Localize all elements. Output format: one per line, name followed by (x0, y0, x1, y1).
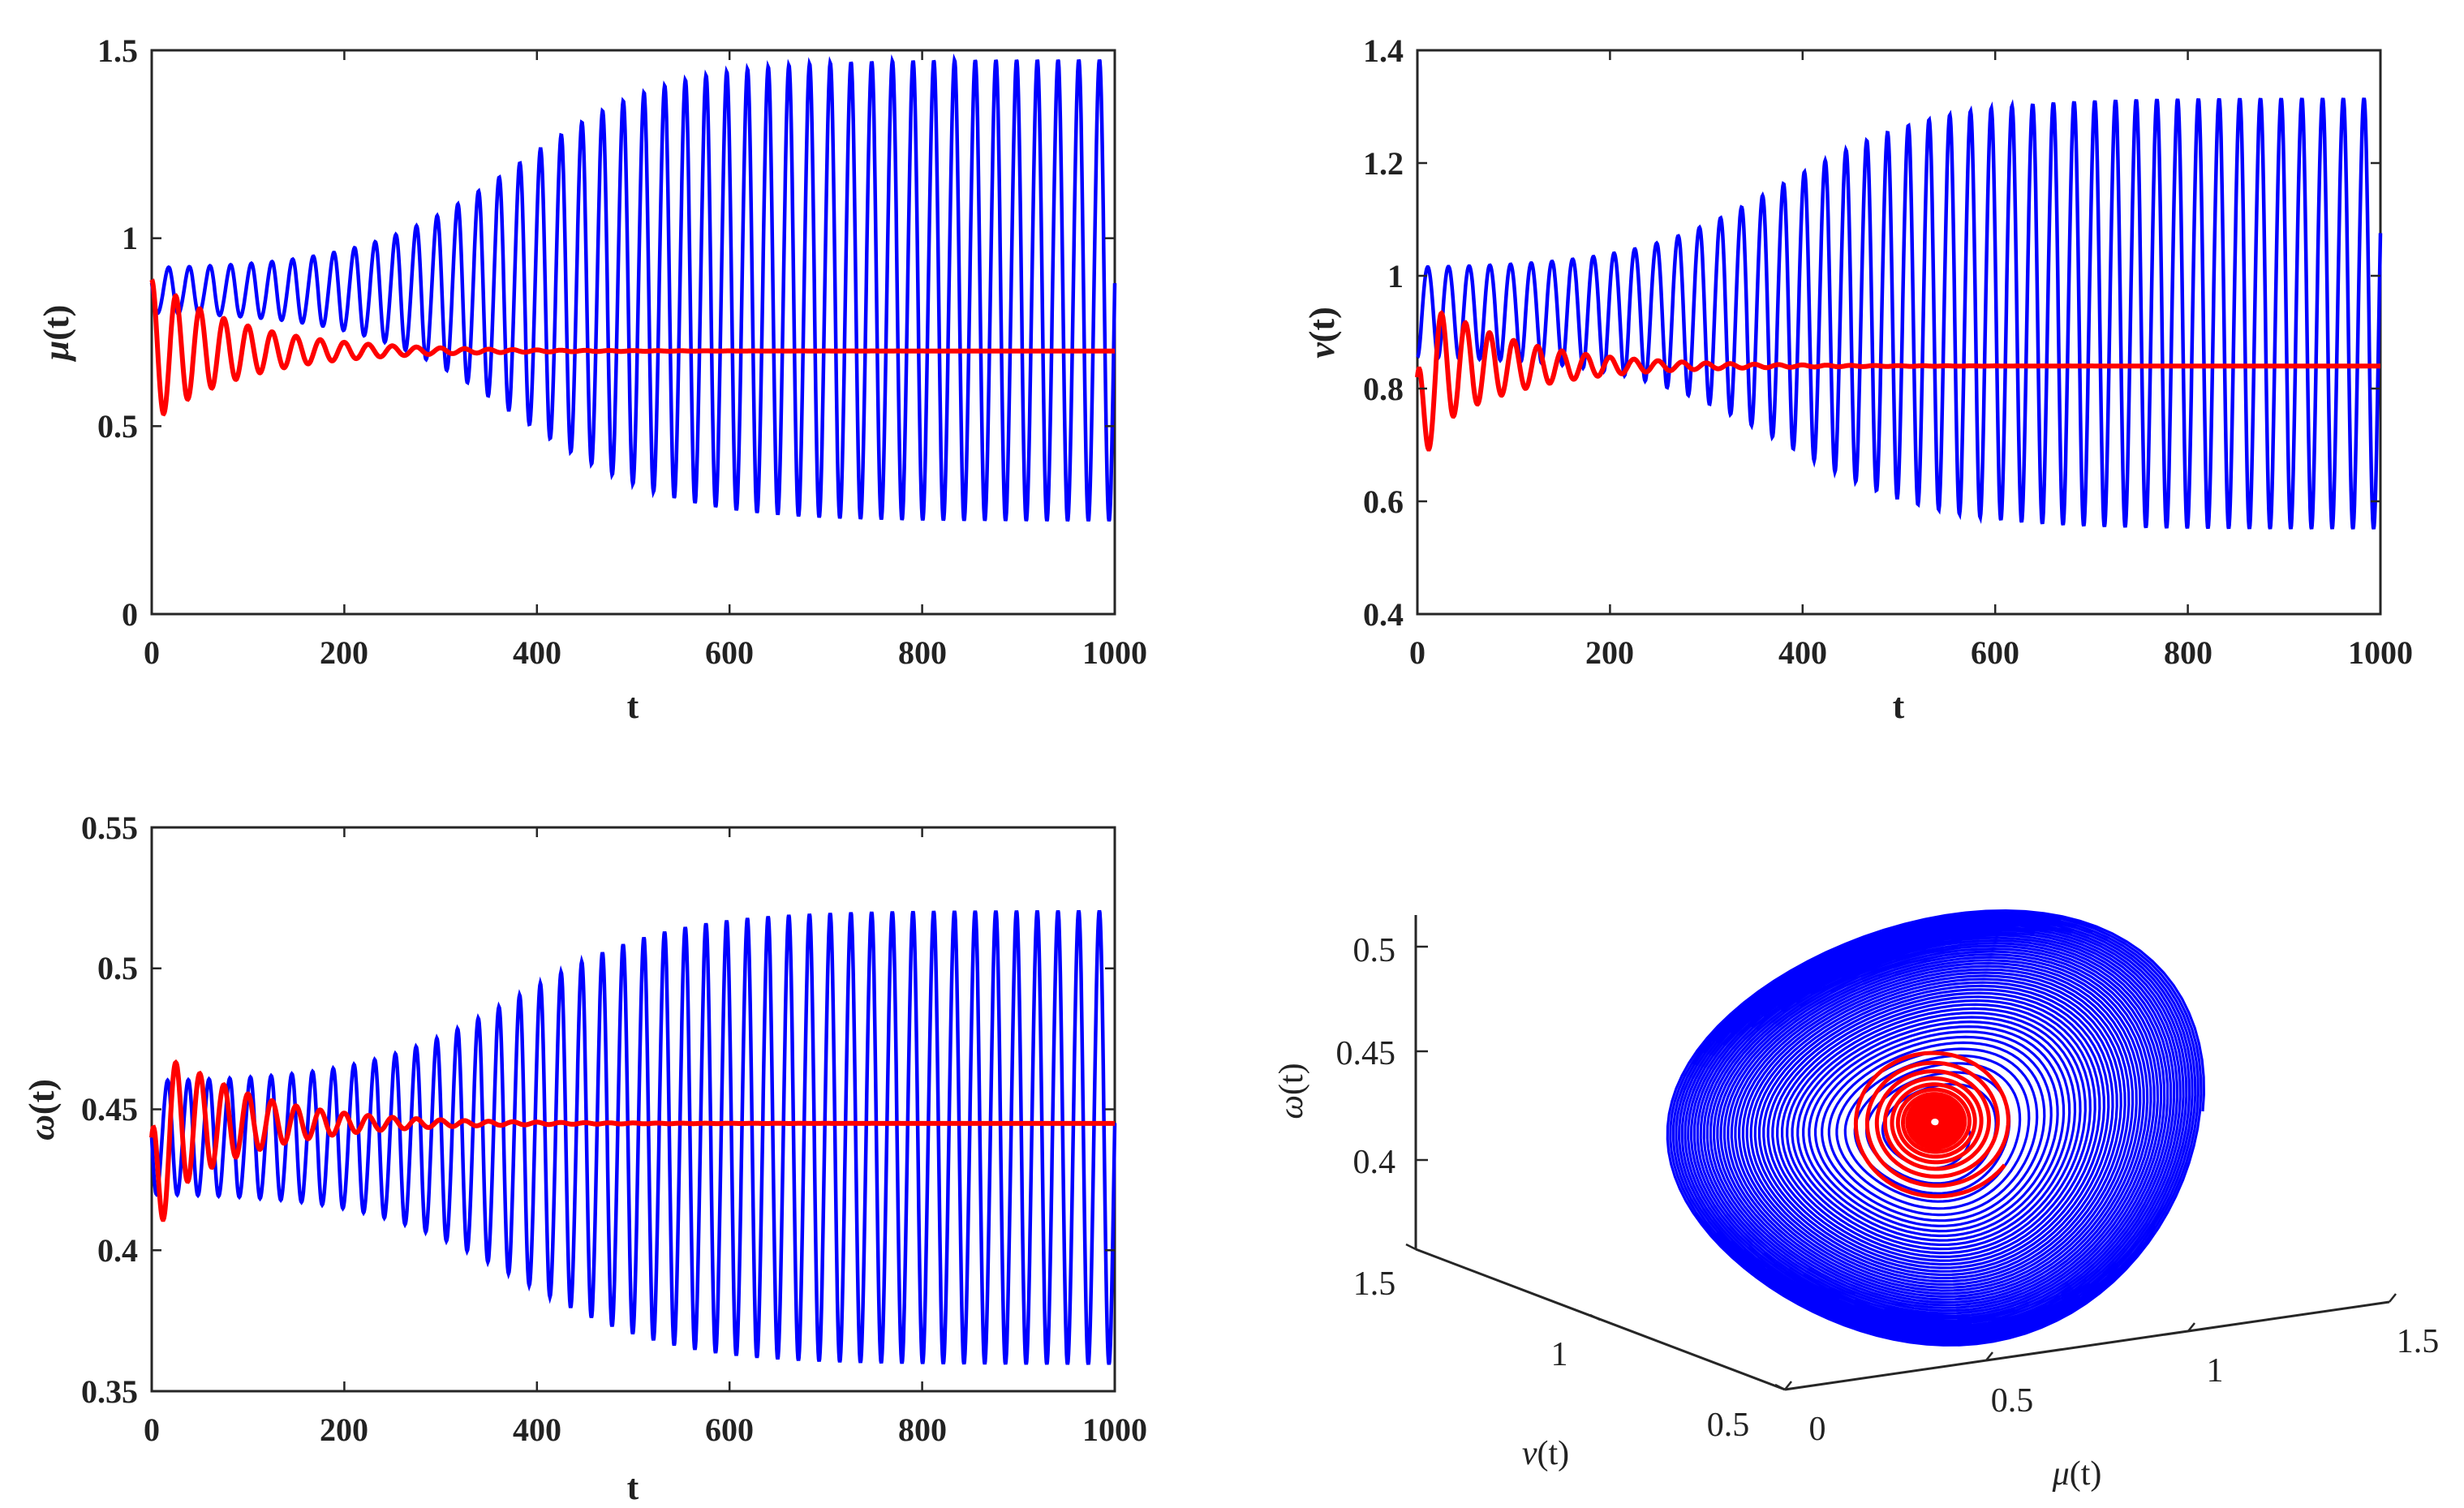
mu-xtick-label-400: 400 (513, 634, 561, 671)
omega-ytick-label-0.4: 0.4 (97, 1232, 138, 1269)
panel-phase-3d: 0.5 0.45 0.4 0 0.5 1 1.5 0.5 1 1.5 μ(t) … (1273, 909, 2440, 1493)
omega-xtick-label-600: 600 (705, 1411, 754, 1448)
nu-series-group (1415, 97, 2383, 530)
omega-xtick-label-800: 800 (898, 1411, 947, 1448)
phase-xtick-label-0: 0 (1809, 1411, 1826, 1448)
nu-ytick-label-1.4: 1.4 (1363, 32, 1404, 69)
mu-3d-axis-line (1784, 1300, 2390, 1391)
omega-x-axis-label: t (627, 1467, 639, 1507)
mu-xtick-label-600: 600 (705, 634, 754, 671)
mu-x-axis-label: t (627, 686, 639, 726)
nu-ytick-label-0.8: 0.8 (1363, 371, 1404, 407)
phase-nu-label-suffix: (t) (1537, 1435, 1570, 1472)
phase-ytick-label-0.5: 0.5 (1707, 1407, 1750, 1444)
phase-omega-label-suffix: (t) (1273, 1063, 1310, 1095)
mu-ytick-label-0.5: 0.5 (97, 408, 138, 445)
mu-3d-tick-0 (1784, 1381, 1792, 1390)
mu-y-axis-label: μ(t) (37, 305, 76, 362)
phase-mu-label-symbol: μ (2052, 1455, 2070, 1493)
nu-3d-axis-line (1415, 1248, 1786, 1391)
mu-xtick-label-800: 800 (898, 634, 947, 671)
mu-ytick-label-1: 1 (122, 220, 138, 256)
phase-ytick-label-1.5: 1.5 (1353, 1265, 1396, 1303)
omega-tick-marks (150, 826, 1116, 1393)
nu-xtick-label-200: 200 (1585, 634, 1634, 671)
nu-blue-series-line (1416, 97, 2383, 530)
omega-xtick-label-1000: 1000 (1082, 1411, 1147, 1448)
nu-3d-tick-0.5 (1774, 1383, 1786, 1391)
phase-xtick-label-1.5: 1.5 (2397, 1323, 2440, 1360)
phase-mu-label-suffix: (t) (2070, 1455, 2102, 1493)
nu-xtick-label-800: 800 (2164, 634, 2212, 671)
phase-omega-label-symbol: ω (1273, 1095, 1310, 1119)
phase-omega-axis-label: ω(t) (1273, 1063, 1310, 1119)
nu-xtick-label-400: 400 (1778, 634, 1827, 671)
nu-y-axis-label: ν(t) (1302, 307, 1342, 359)
omega-ytick-label-0.45: 0.45 (81, 1091, 138, 1128)
panel-omega: 0 200 400 600 800 1000 0.35 0.4 0.45 0.5… (22, 810, 1147, 1507)
phase-ztick-label-0.4: 0.4 (1353, 1144, 1396, 1181)
nu-ytick-label-0.4: 0.4 (1363, 596, 1404, 633)
omega-y-axis-label: ω(t) (22, 1079, 62, 1141)
omega-xtick-label-200: 200 (320, 1411, 368, 1448)
omega-y-label-suffix: (t) (22, 1079, 62, 1115)
mu-3d-tick-1.5 (2389, 1293, 2397, 1303)
nu-3d-tick-1.5 (1405, 1243, 1417, 1251)
nu-red-series-line (1415, 310, 2380, 452)
nu-y-label-suffix: (t) (1302, 307, 1342, 342)
phase-xtick-label-1: 1 (2207, 1352, 2224, 1390)
mu-xtick-label-0: 0 (144, 634, 160, 671)
nu-ytick-label-1.2: 1.2 (1363, 145, 1404, 182)
panel-nu: 0 200 400 600 800 1000 0.4 0.6 0.8 1 1.2… (1302, 32, 2413, 726)
phase-mu-axis-label: μ(t) (2052, 1455, 2102, 1493)
nu-3d-tick-1 (1589, 1313, 1601, 1321)
mu-ytick-label-0: 0 (122, 596, 138, 633)
mu-xtick-label-1000: 1000 (1082, 634, 1147, 671)
omega-xtick-label-400: 400 (513, 1411, 561, 1448)
omega-blue-series-line (149, 909, 1117, 1365)
nu-xtick-label-600: 600 (1971, 634, 2019, 671)
mu-blue-series-line (149, 53, 1117, 522)
phase-xtick-label-0.5: 0.5 (1991, 1382, 2034, 1420)
omega-ytick-label-0.35: 0.35 (81, 1373, 138, 1410)
nu-x-axis-label: t (1893, 686, 1905, 726)
mu-y-label-suffix: (t) (37, 305, 76, 341)
nu-ytick-label-1: 1 (1387, 258, 1404, 294)
mu-xtick-label-200: 200 (320, 634, 368, 671)
nu-xtick-label-1000: 1000 (2348, 634, 2413, 671)
nu-xtick-label-0: 0 (1409, 634, 1426, 671)
mu-series-group (149, 53, 1117, 522)
nu-tick-marks (1416, 49, 2382, 616)
phase-red-equilibrium-spiral (1853, 1050, 2010, 1199)
omega-ytick-label-0.5: 0.5 (97, 950, 138, 986)
omega-y-label-symbol: ω (22, 1115, 62, 1141)
phase-ztick-label-0.45: 0.45 (1336, 1035, 1396, 1072)
phase-ztick-label-0.5: 0.5 (1353, 932, 1396, 969)
nu-ytick-label-0.6: 0.6 (1363, 483, 1404, 520)
mu-y-label-symbol: μ (37, 341, 76, 362)
mu-tick-marks (150, 49, 1116, 616)
omega-series-group (149, 909, 1117, 1365)
phase-series-group (1666, 909, 2206, 1347)
mu-3d-tick-0.5 (1985, 1351, 1993, 1361)
mu-3d-tick-1 (2187, 1322, 2195, 1332)
phase-blue-limit-cycle-spiral (1666, 909, 2206, 1347)
panel-mu: 0 200 400 600 800 1000 0 0.5 1 1.5 t μ(t… (37, 32, 1147, 726)
omega-red-series-line (149, 1059, 1115, 1222)
omega-ytick-label-0.55: 0.55 (81, 810, 138, 846)
phase-ytick-label-1: 1 (1551, 1336, 1568, 1373)
omega-xtick-label-0: 0 (144, 1411, 160, 1448)
phase-nu-label-symbol: ν (1522, 1435, 1537, 1472)
phase-nu-axis-label: ν(t) (1522, 1435, 1569, 1472)
mu-ytick-label-1.5: 1.5 (97, 32, 138, 69)
nu-y-label-symbol: ν (1302, 342, 1342, 359)
phase-tick-marks (1405, 945, 2397, 1391)
mu-red-series-line (149, 278, 1115, 417)
